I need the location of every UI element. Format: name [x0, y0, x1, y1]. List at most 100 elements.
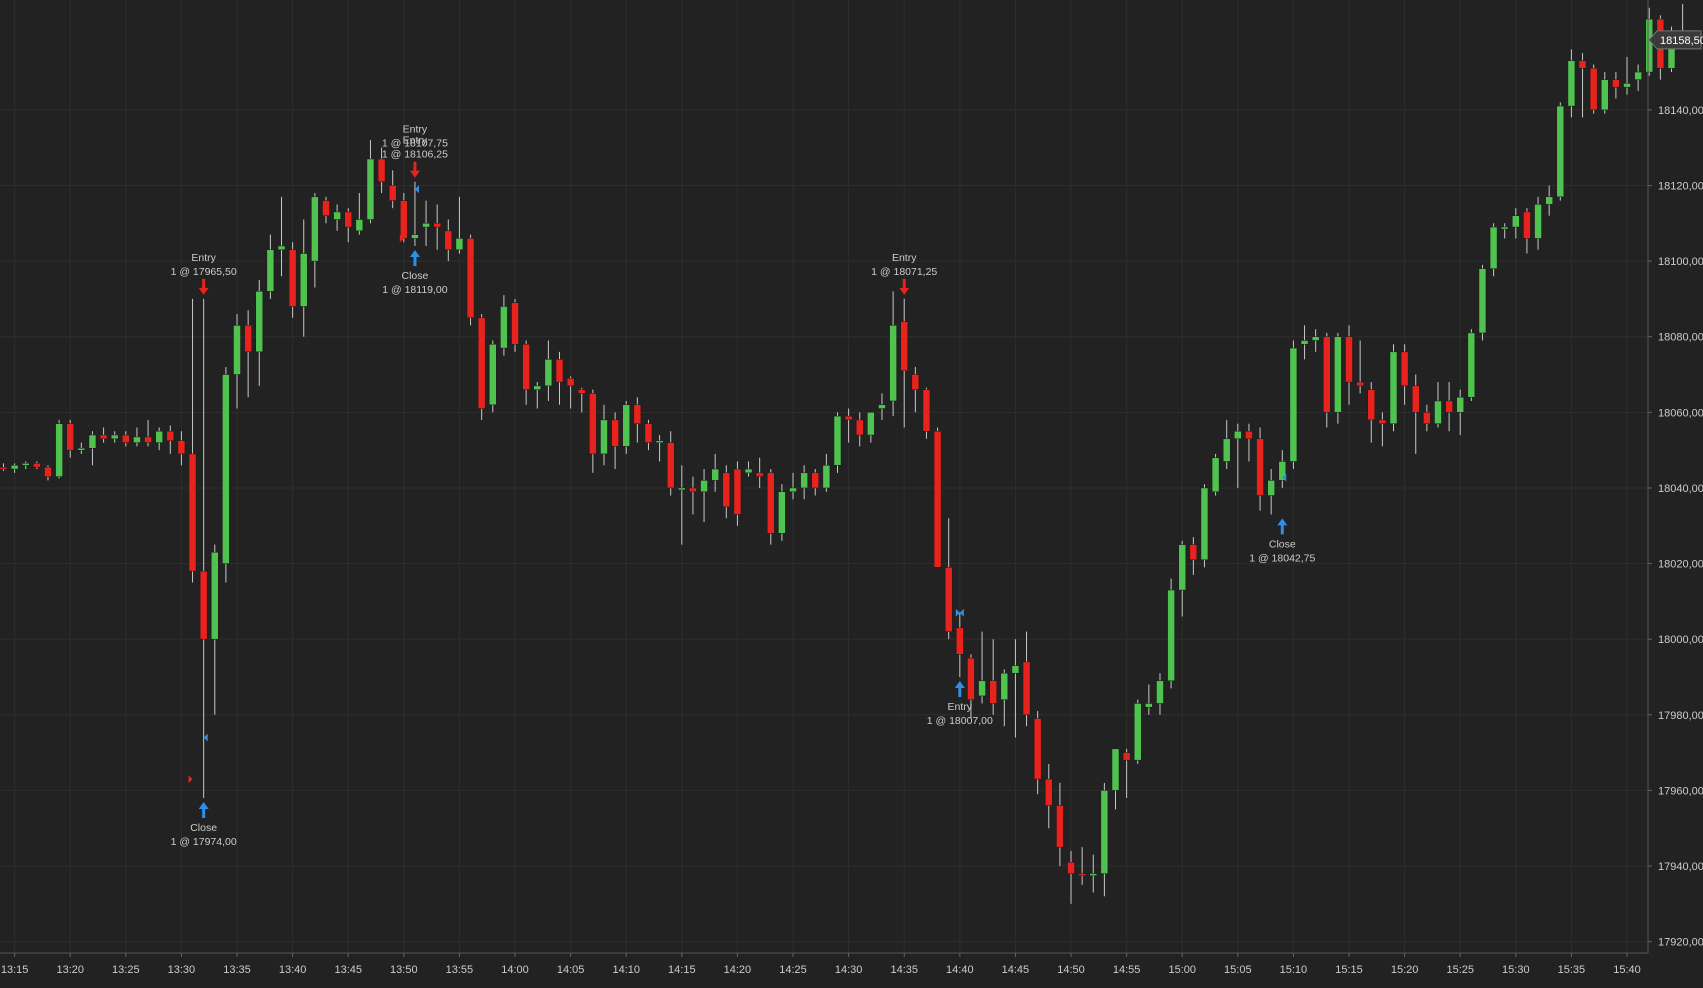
buy-arrow-icon: [954, 680, 965, 697]
candle-body: [411, 234, 419, 239]
candle-body: [277, 245, 286, 251]
candle-body: [1545, 196, 1553, 205]
candle-body: [900, 321, 908, 371]
x-tick-label: 13:45: [334, 964, 362, 976]
candle-body: [511, 302, 519, 345]
y-tick-label: 18040,00: [1658, 483, 1703, 495]
y-tick-label: 18000,00: [1658, 634, 1703, 646]
y-tick-label: 18120,00: [1658, 180, 1703, 192]
execution-marker-icon: [188, 775, 193, 784]
candle-body: [1056, 805, 1064, 848]
candle-body: [244, 325, 252, 353]
candle-body: [1045, 778, 1053, 806]
candle-body: [155, 430, 163, 443]
candle-body: [1534, 204, 1542, 239]
candle-body: [844, 415, 853, 421]
candle-body: [489, 344, 497, 406]
candle-body: [733, 468, 742, 515]
annotation-detail: 1 @ 18106,25: [382, 149, 448, 161]
x-tick-label: 13:30: [168, 964, 196, 976]
candle-body: [711, 468, 719, 481]
candle-body: [566, 378, 575, 387]
candle-body: [366, 158, 375, 220]
x-tick-label: 15:35: [1558, 964, 1586, 976]
candle-body: [1323, 336, 1331, 413]
candle-body: [622, 404, 630, 447]
candle-body: [1156, 680, 1164, 704]
x-tick-label: 14:15: [668, 964, 696, 976]
candle-body: [1189, 544, 1198, 561]
annotation-label: Entry: [403, 135, 428, 147]
candle-body: [611, 419, 619, 447]
candle-body: [878, 404, 886, 409]
candle-body: [1512, 215, 1520, 228]
candle-body: [1289, 347, 1298, 462]
candle-body: [1623, 83, 1631, 88]
candle-body: [1456, 396, 1464, 413]
candle-body: [66, 423, 74, 451]
candle-body: [44, 466, 52, 477]
candle-body: [944, 567, 953, 632]
candle-body: [1145, 703, 1153, 708]
candle-body: [433, 223, 441, 228]
candle-body: [1200, 487, 1209, 561]
candle-body: [1078, 873, 1086, 876]
annotation-detail: 1 @ 18107,75: [382, 138, 448, 150]
candle-body: [0, 466, 8, 470]
candle-body: [555, 359, 564, 383]
execution-marker-icon: [955, 608, 960, 617]
candle-body: [1523, 211, 1531, 239]
candle-body: [88, 434, 97, 449]
sell-arrow-icon: [198, 278, 209, 295]
candle-body: [922, 389, 931, 432]
candle-body: [1234, 430, 1242, 440]
candle-body: [444, 230, 453, 251]
x-tick-label: 15:05: [1224, 964, 1252, 976]
annotation-label: Entry: [948, 701, 973, 713]
candle-body: [1601, 79, 1609, 111]
candle-body: [1334, 336, 1342, 413]
candle-body: [800, 472, 808, 489]
candle-body: [678, 487, 686, 491]
buy-arrow-icon: [1277, 518, 1288, 535]
x-tick-label: 13:40: [279, 964, 307, 976]
y-tick-label: 17920,00: [1658, 937, 1703, 949]
candle-body: [144, 436, 152, 443]
candlestick-series: [0, 4, 1687, 904]
candle-body: [1345, 336, 1353, 383]
annotation-label: Close: [402, 270, 429, 282]
candle-body: [500, 306, 508, 349]
candle-body: [322, 200, 330, 216]
x-tick-label: 13:20: [56, 964, 84, 976]
y-tick-label: 18060,00: [1658, 407, 1703, 419]
candle-body: [833, 415, 842, 466]
x-tick-label: 14:00: [501, 964, 529, 976]
execution-marker-icon: [1282, 473, 1287, 482]
candle-body: [311, 196, 319, 262]
candle-body: [400, 200, 408, 239]
candle-body: [1645, 18, 1654, 73]
x-tick-label: 14:20: [724, 964, 752, 976]
candle-body: [956, 627, 964, 655]
annotation-detail: 1 @ 17965,50: [171, 266, 237, 278]
candle-body: [1556, 105, 1565, 198]
candle-body: [1389, 351, 1398, 424]
annotation-detail: 1 @ 18007,00: [927, 715, 993, 727]
y-tick-label: 18080,00: [1658, 332, 1703, 344]
x-tick-label: 14:40: [946, 964, 974, 976]
candle-body: [1167, 589, 1175, 682]
candle-body: [889, 325, 897, 402]
y-tick-label: 18100,00: [1658, 256, 1703, 268]
annotation-label: Entry: [403, 124, 428, 136]
candle-body: [1634, 71, 1642, 80]
candle-body: [199, 570, 208, 640]
candle-body: [288, 249, 297, 307]
candle-body: [1400, 351, 1409, 387]
candle-body: [666, 442, 675, 489]
candle-body: [1267, 480, 1275, 496]
candle-body: [1578, 60, 1587, 69]
x-tick-label: 14:25: [779, 964, 807, 976]
